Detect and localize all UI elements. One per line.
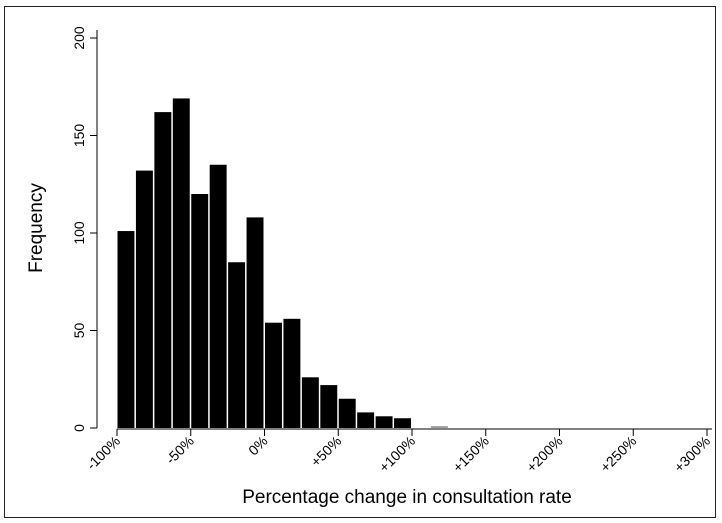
bars-group: [117, 98, 448, 428]
histogram-bar: [430, 426, 448, 428]
y-tick-label: 200: [71, 26, 87, 50]
y-tick-label: 100: [71, 221, 87, 245]
y-ticks-group: 0 50 100 150 200: [71, 26, 97, 432]
histogram-bar: [135, 170, 153, 428]
histogram-bar: [154, 112, 172, 428]
histogram-bar: [172, 98, 190, 428]
x-tick-label: +150%: [449, 433, 491, 475]
histogram-bar: [228, 262, 246, 428]
histogram-bar: [283, 318, 301, 428]
x-tick-label: -50%: [162, 433, 196, 467]
y-axis-title: Frequency: [26, 183, 47, 273]
histogram-bar: [357, 412, 375, 428]
histogram-bar: [117, 231, 135, 428]
y-tick-label: 0: [71, 424, 87, 432]
x-ticks-group: -100% -50% 0% +50% +100% +150% +200% +250% +300%: [83, 429, 713, 475]
x-axis-title: Percentage change in consultation rate: [242, 487, 572, 508]
histogram-bar: [375, 416, 393, 428]
histogram-bar: [320, 385, 338, 428]
x-tick-label: +200%: [523, 433, 565, 475]
x-tick-label: +250%: [597, 433, 639, 475]
x-tick-label: -100%: [83, 433, 123, 473]
x-tick-label: +300%: [671, 433, 713, 475]
histogram-bar: [265, 322, 282, 428]
histogram-bar: [209, 164, 227, 428]
x-tick-label: +50%: [307, 433, 344, 470]
histogram-bar: [191, 194, 209, 428]
x-tick-label: +100%: [376, 433, 418, 475]
y-tick-label: 50: [71, 323, 87, 339]
histogram-bar: [246, 217, 264, 428]
histogram-bar: [338, 398, 356, 428]
y-tick-label: 150: [71, 124, 87, 148]
histogram-bar: [394, 418, 411, 428]
x-tick-label: 0%: [245, 433, 271, 459]
histogram-bar: [301, 377, 319, 428]
